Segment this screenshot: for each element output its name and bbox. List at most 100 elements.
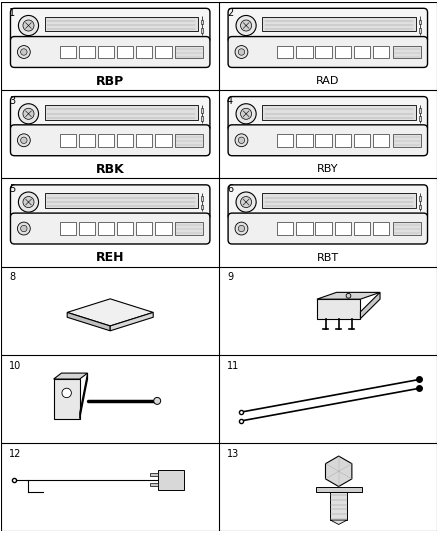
Polygon shape (330, 520, 347, 524)
Bar (419, 20, 420, 25)
Bar (158, 471, 184, 490)
Text: 8: 8 (9, 272, 15, 282)
Bar (45, 105, 198, 120)
Bar (315, 134, 332, 147)
Text: RAD: RAD (316, 76, 339, 86)
Bar (393, 222, 420, 235)
Circle shape (235, 222, 248, 235)
Bar (176, 134, 203, 147)
Bar (393, 46, 420, 58)
Bar (419, 28, 420, 33)
Bar (317, 299, 360, 319)
Circle shape (18, 104, 39, 124)
Bar (315, 46, 332, 58)
Text: 12: 12 (9, 449, 22, 459)
Text: 6: 6 (227, 184, 233, 194)
Bar (53, 379, 80, 419)
Bar (117, 46, 133, 58)
FancyBboxPatch shape (11, 37, 210, 68)
FancyBboxPatch shape (11, 125, 210, 156)
Circle shape (18, 46, 30, 59)
Bar (316, 487, 361, 492)
Bar (419, 196, 420, 201)
Circle shape (23, 20, 34, 31)
Circle shape (21, 225, 27, 232)
Bar (296, 134, 313, 147)
Bar (60, 222, 76, 235)
Bar (373, 46, 389, 58)
FancyBboxPatch shape (228, 37, 427, 68)
Bar (262, 193, 416, 208)
Bar (296, 46, 313, 58)
Circle shape (238, 49, 245, 55)
Circle shape (346, 293, 351, 298)
FancyBboxPatch shape (228, 125, 427, 156)
Bar (136, 222, 152, 235)
Bar (201, 108, 203, 112)
Text: 3: 3 (9, 96, 15, 106)
Circle shape (240, 20, 251, 31)
FancyBboxPatch shape (11, 213, 210, 244)
Bar (354, 134, 370, 147)
Bar (277, 46, 293, 58)
Polygon shape (67, 312, 110, 331)
Bar (201, 20, 203, 25)
Circle shape (235, 46, 248, 59)
Circle shape (21, 49, 27, 55)
Bar (117, 222, 133, 235)
FancyBboxPatch shape (11, 96, 210, 131)
Bar (60, 134, 76, 147)
Text: 11: 11 (227, 361, 239, 371)
FancyBboxPatch shape (228, 9, 427, 43)
Bar (262, 105, 416, 120)
Bar (176, 46, 203, 58)
Bar (330, 492, 347, 520)
Bar (335, 46, 351, 58)
Bar (79, 46, 95, 58)
Bar (373, 134, 389, 147)
Polygon shape (317, 293, 380, 299)
Bar (155, 46, 172, 58)
Text: 5: 5 (9, 184, 16, 194)
Polygon shape (53, 373, 88, 379)
Bar (136, 134, 152, 147)
Bar (419, 108, 420, 112)
Polygon shape (360, 293, 380, 319)
Bar (277, 222, 293, 235)
Circle shape (18, 192, 39, 212)
Bar (277, 134, 293, 147)
FancyBboxPatch shape (11, 9, 210, 43)
Circle shape (240, 197, 251, 207)
FancyBboxPatch shape (228, 213, 427, 244)
Circle shape (236, 192, 256, 212)
Circle shape (23, 108, 34, 119)
FancyBboxPatch shape (228, 96, 427, 131)
Text: RBP: RBP (96, 75, 124, 87)
Text: 9: 9 (227, 272, 233, 282)
Bar (176, 222, 203, 235)
Circle shape (18, 222, 30, 235)
Text: 13: 13 (227, 449, 239, 459)
Bar (354, 46, 370, 58)
Polygon shape (80, 373, 88, 419)
Text: RBY: RBY (317, 164, 339, 174)
Circle shape (235, 134, 248, 147)
Bar (201, 28, 203, 33)
Circle shape (240, 108, 251, 119)
Bar (79, 222, 95, 235)
Circle shape (23, 197, 34, 207)
Bar (201, 196, 203, 201)
Text: RBT: RBT (317, 253, 339, 263)
Circle shape (238, 225, 245, 232)
Bar (296, 222, 313, 235)
Bar (98, 222, 114, 235)
Bar (45, 17, 198, 31)
FancyBboxPatch shape (11, 185, 210, 219)
Text: RBK: RBK (96, 163, 124, 176)
Bar (155, 222, 172, 235)
Bar (79, 134, 95, 147)
Text: REH: REH (96, 251, 124, 264)
Bar (45, 193, 198, 208)
Bar (98, 46, 114, 58)
Text: 4: 4 (227, 96, 233, 106)
